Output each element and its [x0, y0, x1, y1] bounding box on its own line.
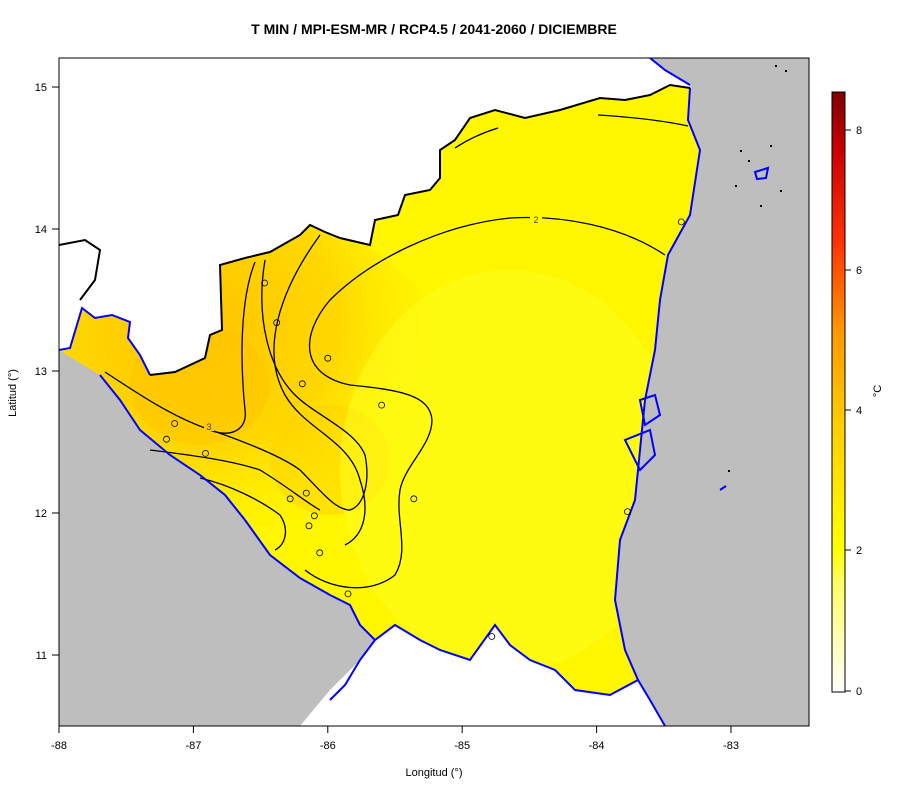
- y-tick-label: 12: [35, 508, 47, 520]
- islets: [728, 65, 787, 472]
- station-marker: [677, 218, 685, 226]
- contour-lines: [104, 114, 689, 589]
- contour-label-bg: [530, 214, 542, 224]
- colorbar-tick-label: 8: [856, 125, 862, 137]
- y-tick-labels: 15 14 13 12 11: [35, 82, 47, 662]
- station-marker: [624, 508, 631, 516]
- station-marker: [298, 380, 306, 388]
- colorbar-tick-label: 6: [856, 265, 862, 277]
- station-marker: [171, 420, 179, 427]
- station-marker: [488, 633, 496, 640]
- contour-label-2: 2: [533, 215, 538, 225]
- colorbar-tick-label: 4: [856, 405, 862, 417]
- station-marker: [302, 489, 310, 497]
- contour-line: [149, 449, 321, 511]
- y-tick-label: 11: [36, 650, 47, 662]
- contour-line-2: [304, 216, 666, 589]
- x-axis: [58, 725, 732, 733]
- x-tick-label: -83: [723, 740, 739, 752]
- station-marker: [261, 279, 269, 287]
- x-tick-label: -84: [589, 740, 605, 752]
- y-axis: [52, 86, 60, 656]
- station-marker: [410, 495, 418, 503]
- contour-label-3: 3: [206, 422, 211, 432]
- colorbar-tick-labels: 0 2 4 6 8: [856, 125, 862, 698]
- contour-line: [199, 477, 287, 551]
- colorbar: [831, 91, 846, 693]
- country-border: [59, 83, 691, 376]
- colorbar-tick-label: 0: [856, 686, 862, 698]
- station-markers: [163, 218, 685, 640]
- colorbar-tick-label: 2: [856, 545, 862, 557]
- station-marker: [163, 435, 170, 443]
- map-title: T MIN / MPI-ESM-MR / RCP4.5 / 2041-2060 …: [251, 21, 617, 37]
- y-tick-label: 14: [35, 224, 47, 236]
- colorbar-ticks: [845, 129, 851, 692]
- station-marker: [273, 319, 281, 327]
- contour-line: [204, 261, 256, 434]
- sea-area: [59, 58, 809, 726]
- station-marker: [378, 401, 386, 409]
- x-tick-label: -87: [185, 740, 201, 752]
- y-axis-title: Latitud (°): [7, 369, 19, 417]
- contour-line: [454, 127, 499, 149]
- station-marker: [344, 590, 352, 598]
- station-marker: [310, 512, 318, 520]
- contour-line: [597, 114, 689, 127]
- x-tick-labels: -88 -87 -86 -85 -84 -83: [51, 740, 739, 752]
- x-tick-label: -88: [51, 740, 67, 752]
- y-tick-label: 15: [35, 82, 47, 94]
- station-marker: [286, 495, 294, 503]
- colorbar-unit: °C: [872, 384, 885, 398]
- station-marker: [305, 522, 313, 530]
- station-marker: [202, 449, 209, 457]
- contour-line: [273, 234, 366, 546]
- station-marker: [324, 354, 332, 362]
- coastline: [59, 58, 770, 726]
- y-tick-label: 13: [35, 366, 47, 378]
- x-tick-label: -86: [320, 740, 336, 752]
- x-axis-title: Longitud (°): [405, 767, 463, 779]
- contour-label-bg: [204, 421, 214, 431]
- x-tick-label: -85: [454, 740, 470, 752]
- station-marker: [316, 549, 324, 557]
